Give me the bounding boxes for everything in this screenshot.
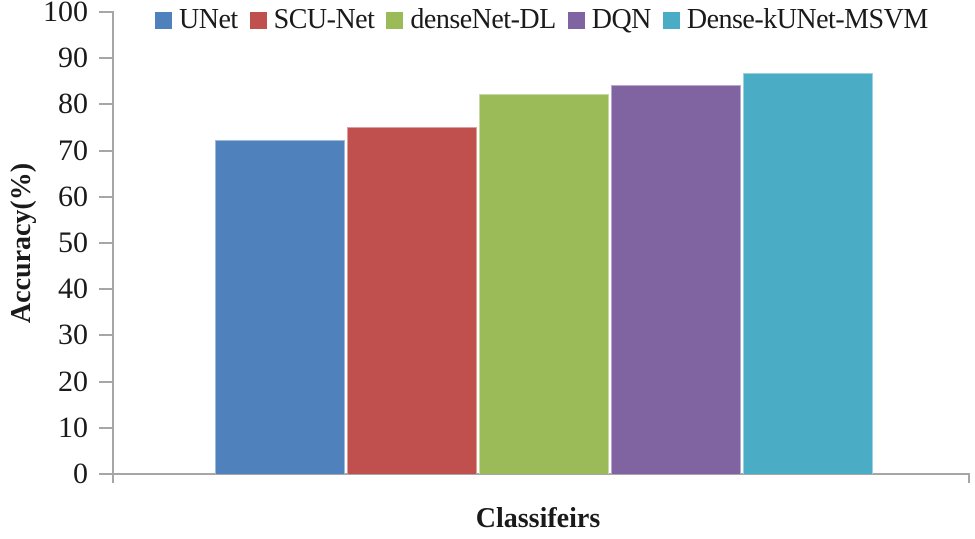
- bar-scu-net: [347, 126, 477, 474]
- y-axis-tick: [99, 426, 113, 429]
- legend-label: denseNet-DL: [410, 4, 556, 35]
- y-tick-label: 10: [58, 410, 88, 444]
- x-axis-title: Classifeirs: [475, 503, 601, 534]
- y-axis-tick: [99, 380, 113, 383]
- y-tick-label: 0: [73, 457, 88, 490]
- bar-dense-kunet-msvm: [743, 72, 873, 474]
- legend-label: SCU-Net: [273, 4, 375, 35]
- y-axis-line: [112, 11, 114, 475]
- legend-item-densenet-dl: denseNet-DL: [386, 4, 556, 36]
- bar-dqn: [611, 84, 741, 474]
- y-axis-tick: [99, 473, 113, 475]
- legend-item-dqn: DQN: [567, 4, 652, 36]
- y-axis-tick: [99, 334, 113, 337]
- y-axis-tick: [99, 242, 113, 244]
- bar-densenet-dl: [479, 93, 609, 474]
- y-tick-label: 20: [58, 364, 88, 398]
- legend-swatch-icon: [155, 11, 172, 29]
- chart-legend: UNet SCU-Net denseNet-DL DQN Dense-kUNet-MSV…: [155, 4, 975, 36]
- y-tick-label: 100: [43, 0, 88, 28]
- y-tick-label: 50: [58, 226, 88, 259]
- y-tick-label: 40: [58, 272, 88, 306]
- y-axis-tick: [99, 149, 113, 152]
- legend-swatch-icon: [662, 11, 680, 29]
- legend-swatch-icon: [386, 11, 404, 29]
- y-tick-label: 80: [58, 87, 88, 121]
- y-axis-tick: [99, 103, 113, 106]
- y-axis-tick: [99, 288, 113, 291]
- x-axis-end-tick: [112, 474, 114, 483]
- legend-swatch-icon: [249, 11, 267, 29]
- x-axis-end-tick: [968, 474, 970, 483]
- legend-item-unet: UNet: [155, 4, 238, 36]
- legend-swatch-icon: [567, 11, 585, 29]
- legend-label: DQN: [591, 4, 652, 35]
- legend-item-scu-net: SCU-Net: [249, 4, 375, 36]
- x-axis-line: [112, 473, 970, 475]
- y-axis-tick: [99, 11, 113, 13]
- y-tick-label: 60: [58, 179, 88, 213]
- legend-item-dense-kunet-msvm: Dense-kUNet-MSVM: [662, 4, 928, 36]
- legend-label: UNet: [179, 4, 238, 35]
- y-tick-label: 90: [58, 41, 88, 75]
- legend-label: Dense-kUNet-MSVM: [686, 4, 928, 35]
- y-tick-label: 70: [58, 133, 88, 167]
- bar-unet: [215, 140, 345, 474]
- y-axis-tick: [99, 57, 113, 60]
- y-tick-label: 30: [58, 318, 88, 352]
- y-axis-tick: [99, 195, 113, 198]
